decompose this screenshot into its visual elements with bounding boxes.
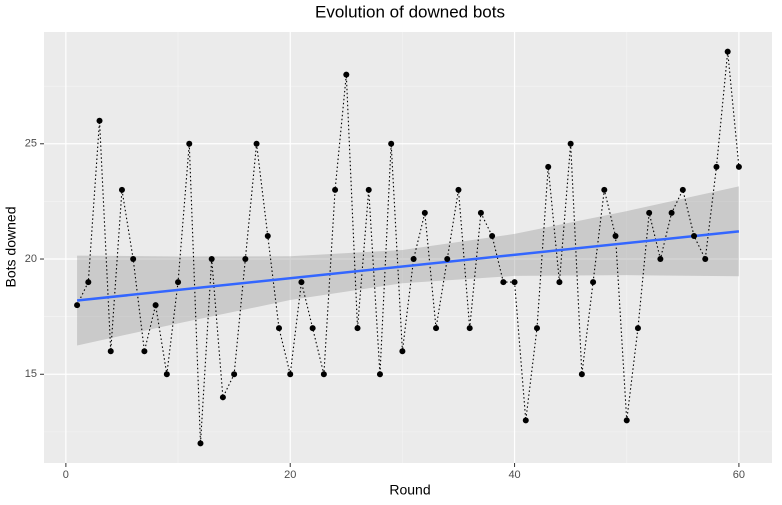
- chart-title: Evolution of downed bots: [315, 2, 505, 21]
- point: [634, 325, 641, 332]
- point: [130, 256, 137, 263]
- point: [477, 209, 484, 216]
- point: [175, 279, 182, 286]
- point: [612, 232, 619, 239]
- point: [556, 279, 563, 286]
- point: [410, 256, 417, 263]
- point: [186, 140, 193, 147]
- point: [332, 186, 339, 193]
- x-axis-label: Round: [389, 482, 430, 498]
- point: [141, 348, 148, 355]
- x-tick-label: 0: [63, 469, 69, 481]
- point: [376, 371, 383, 378]
- point: [264, 232, 271, 239]
- point: [309, 325, 316, 332]
- point: [466, 325, 473, 332]
- point: [421, 209, 428, 216]
- point: [85, 279, 92, 286]
- trend-line: [76, 230, 740, 302]
- point: [287, 371, 294, 378]
- y-tick-label: 15: [25, 368, 37, 380]
- point: [276, 325, 283, 332]
- x-tick-label: 40: [508, 469, 520, 481]
- point: [399, 348, 406, 355]
- point: [601, 186, 608, 193]
- point: [691, 232, 698, 239]
- point: [522, 417, 529, 424]
- point: [433, 325, 440, 332]
- point: [320, 371, 327, 378]
- x-tick-label: 60: [733, 469, 745, 481]
- point: [219, 394, 226, 401]
- point: [511, 279, 518, 286]
- point: [713, 163, 720, 170]
- point: [242, 256, 249, 263]
- point: [354, 325, 361, 332]
- point: [702, 256, 709, 263]
- point: [545, 163, 552, 170]
- point: [343, 71, 350, 78]
- point: [679, 186, 686, 193]
- point: [533, 325, 540, 332]
- point: [163, 371, 170, 378]
- point: [489, 232, 496, 239]
- point: [253, 140, 260, 147]
- data-line: [76, 51, 740, 444]
- point: [578, 371, 585, 378]
- point: [365, 186, 372, 193]
- point: [388, 140, 395, 147]
- point: [590, 279, 597, 286]
- point: [152, 302, 159, 309]
- point: [96, 117, 103, 124]
- y-axis-label: Bots downed: [3, 207, 19, 288]
- point: [500, 279, 507, 286]
- point: [74, 302, 81, 309]
- point: [657, 256, 664, 263]
- y-tick-label: 20: [25, 253, 37, 265]
- point: [455, 186, 462, 193]
- point: [567, 140, 574, 147]
- point: [623, 417, 630, 424]
- point: [724, 48, 731, 55]
- point: [668, 209, 675, 216]
- point: [646, 209, 653, 216]
- y-tick-label: 25: [25, 138, 37, 150]
- point: [197, 440, 204, 447]
- x-tick-label: 20: [284, 469, 296, 481]
- point: [231, 371, 238, 378]
- point: [735, 163, 742, 170]
- point: [444, 256, 451, 263]
- point: [107, 348, 114, 355]
- point: [118, 186, 125, 193]
- panel: [44, 32, 772, 463]
- point: [208, 256, 215, 263]
- point: [298, 279, 305, 286]
